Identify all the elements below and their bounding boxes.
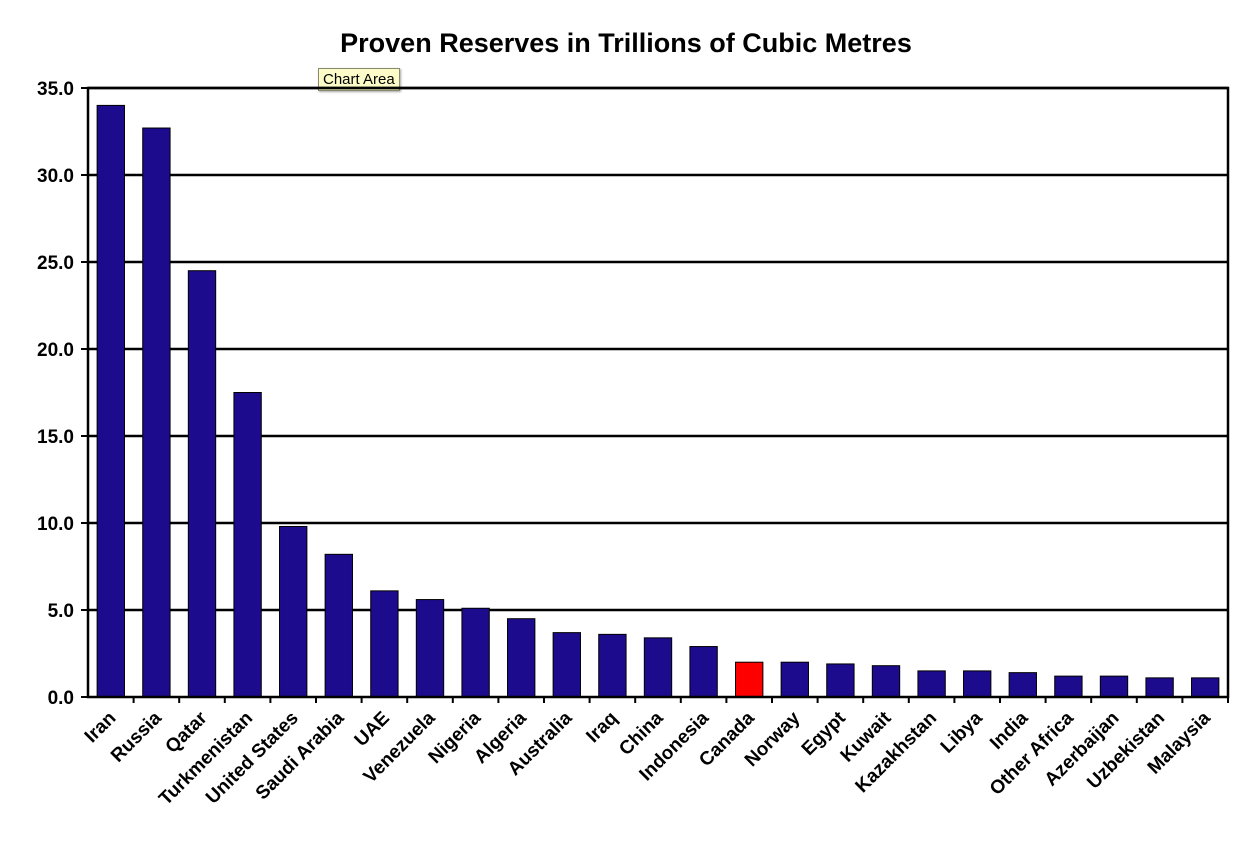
bar-united-states[interactable] <box>279 525 308 698</box>
bar-china[interactable] <box>643 637 673 698</box>
bar-algeria[interactable] <box>507 618 536 698</box>
bar-iraq[interactable] <box>598 633 627 698</box>
bar-canada[interactable] <box>735 661 764 698</box>
x-category-label: Libya <box>937 707 987 757</box>
bar-kazakhstan[interactable] <box>917 670 946 698</box>
y-tick-label: 30.0 <box>37 166 74 187</box>
bar-india[interactable] <box>1008 672 1037 698</box>
y-tick-label: 25.0 <box>37 253 74 274</box>
bar-libya[interactable] <box>963 670 992 698</box>
bar-turkmenistan[interactable] <box>233 392 262 698</box>
bar-russia[interactable] <box>142 127 171 698</box>
bar-iran[interactable] <box>96 104 125 698</box>
chart-title: Proven Reserves in Trillions of Cubic Me… <box>340 28 912 58</box>
chart-area-tooltip: Chart Area <box>318 68 400 91</box>
bar-qatar[interactable] <box>187 270 217 698</box>
y-tick-label: 35.0 <box>37 79 74 100</box>
bar-uzbekistan[interactable] <box>1145 677 1174 698</box>
y-tick-label: 0.0 <box>48 688 74 709</box>
bars <box>96 104 1220 698</box>
plot-frame <box>86 86 1230 699</box>
y-tick-labels: 0.0 5.0 10.0 15.0 20.0 25.0 30.0 35.0 <box>37 79 74 709</box>
bar-malaysia[interactable] <box>1191 677 1220 698</box>
bar-saudi-arabia[interactable] <box>324 553 353 698</box>
bar-egypt[interactable] <box>826 663 855 698</box>
bar-other-africa[interactable] <box>1054 675 1083 698</box>
x-category-label: Russia <box>107 707 166 766</box>
bar-nigeria[interactable] <box>461 607 490 698</box>
y-tick-label: 5.0 <box>48 601 74 622</box>
x-category-label: Iran <box>81 708 120 747</box>
x-category-label: Iraq <box>582 708 621 747</box>
bar-australia[interactable] <box>552 632 581 698</box>
bar-uae[interactable] <box>370 590 399 698</box>
y-tick-label: 15.0 <box>37 427 74 448</box>
y-tick-label: 10.0 <box>37 514 74 535</box>
axes <box>81 86 1230 703</box>
bar-norway[interactable] <box>780 661 809 698</box>
bar-azerbaijan[interactable] <box>1099 675 1129 698</box>
bar-venezuela[interactable] <box>415 599 445 698</box>
bar-indonesia[interactable] <box>689 646 718 698</box>
bar-kuwait[interactable] <box>871 665 901 698</box>
y-tick-label: 20.0 <box>37 340 74 361</box>
